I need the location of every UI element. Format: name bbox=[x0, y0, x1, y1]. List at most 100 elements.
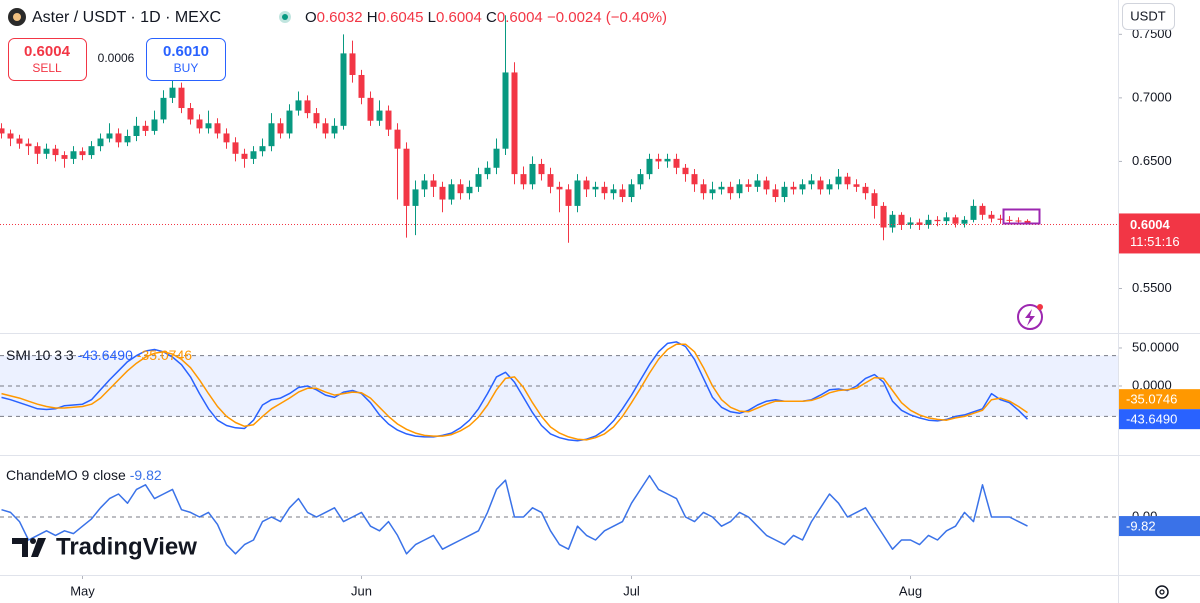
candle-body bbox=[448, 184, 455, 200]
candle-body bbox=[871, 193, 878, 206]
candle-body bbox=[691, 174, 698, 185]
candle-body bbox=[457, 184, 464, 194]
band bbox=[0, 355, 1118, 417]
candle-body bbox=[781, 186, 788, 198]
ohlc-values: O0.6032 H0.6045 L0.6004 C0.6004 −0.0024 … bbox=[305, 9, 667, 26]
candle-body bbox=[160, 97, 167, 120]
symbol-logo-inner bbox=[13, 13, 21, 21]
candle-body bbox=[322, 123, 329, 134]
x-tick-label: Jul bbox=[623, 583, 640, 598]
buy-price[interactable]: 0.6010 bbox=[163, 43, 209, 60]
alert-icon[interactable] bbox=[1017, 304, 1043, 330]
candle-body bbox=[232, 142, 239, 154]
symbol-title: Aster / USDT · 1D · MEXC bbox=[32, 9, 221, 26]
candle-body bbox=[790, 186, 797, 190]
candle-body bbox=[961, 219, 968, 224]
candle-body bbox=[718, 186, 725, 190]
sell-button[interactable] bbox=[8, 38, 87, 81]
candle-body bbox=[826, 184, 833, 190]
close-value: 0.6004 bbox=[497, 9, 543, 26]
y-tick-label: 0.7000 bbox=[1132, 89, 1172, 104]
x-tick-label: Aug bbox=[899, 583, 922, 598]
candle-body bbox=[304, 100, 311, 114]
candle-body bbox=[196, 119, 203, 129]
candle-body bbox=[529, 163, 536, 185]
candle-body bbox=[358, 74, 365, 98]
candle-body bbox=[502, 72, 509, 149]
candle-body bbox=[925, 219, 932, 225]
candle-body bbox=[250, 151, 257, 159]
smi-legend: SMI 10 3 3 -43.6490 -35.0746 bbox=[6, 347, 192, 363]
logo-mark bbox=[12, 538, 28, 557]
currency-label[interactable]: USDT bbox=[1130, 8, 1165, 23]
candle-body bbox=[655, 158, 662, 162]
candle-body bbox=[0, 128, 5, 134]
candle-body bbox=[403, 148, 410, 206]
candle-body bbox=[1006, 219, 1013, 221]
sell-label[interactable]: SELL bbox=[32, 61, 62, 75]
candle-body bbox=[277, 123, 284, 134]
candle-body bbox=[583, 180, 590, 190]
value-label: -9.82 bbox=[1126, 518, 1156, 533]
candle-body bbox=[340, 53, 347, 126]
candle-body bbox=[664, 158, 671, 162]
candle-body bbox=[916, 222, 923, 225]
candle-body bbox=[178, 87, 185, 109]
ohlc-label: L bbox=[428, 9, 436, 26]
alert-bolt bbox=[1025, 309, 1035, 326]
candle-body bbox=[421, 180, 428, 190]
candle-body bbox=[763, 180, 770, 190]
candle-body bbox=[907, 222, 914, 225]
buy-button[interactable] bbox=[146, 38, 226, 81]
value-label: -43.6490 bbox=[1126, 412, 1177, 427]
candle-body bbox=[538, 163, 545, 175]
candle-body bbox=[376, 110, 383, 121]
ohlc-label: O bbox=[305, 9, 317, 26]
candle-body bbox=[295, 100, 302, 111]
y-tick-label: 0.6500 bbox=[1132, 153, 1172, 168]
settings-icon-inner bbox=[1159, 589, 1165, 595]
candle-body bbox=[70, 151, 77, 159]
legend-value: -43.6490 bbox=[78, 347, 133, 363]
candle-body bbox=[511, 72, 518, 175]
candle-body bbox=[151, 119, 158, 131]
candle-body bbox=[1015, 220, 1022, 222]
candle-body bbox=[43, 148, 50, 154]
sell-price[interactable]: 0.6004 bbox=[24, 43, 71, 60]
candle-body bbox=[574, 180, 581, 206]
legend-value: -35.0746 bbox=[137, 347, 192, 363]
candle-body bbox=[25, 143, 32, 147]
candle-body bbox=[34, 146, 41, 154]
candle-body bbox=[79, 151, 86, 156]
low-value: 0.6004 bbox=[436, 9, 482, 26]
candle-body bbox=[862, 186, 869, 194]
candle-body bbox=[817, 180, 824, 190]
candle-body bbox=[475, 174, 482, 187]
brand-logo: TradingView bbox=[12, 533, 197, 560]
candle-body bbox=[367, 97, 374, 121]
candle-body bbox=[385, 110, 392, 130]
series-line bbox=[1, 474, 1028, 555]
open-value: 0.6032 bbox=[317, 9, 363, 26]
candle-body bbox=[808, 180, 815, 185]
candle-body bbox=[88, 146, 95, 156]
candle-body bbox=[439, 186, 446, 200]
candle-body bbox=[52, 148, 59, 156]
buy-label[interactable]: BUY bbox=[174, 61, 199, 75]
candle-body bbox=[241, 153, 248, 159]
candle-body bbox=[952, 217, 959, 224]
value-label-box bbox=[1119, 389, 1200, 410]
currency-button[interactable] bbox=[1122, 3, 1175, 30]
x-tick-label: Jun bbox=[351, 583, 372, 598]
status-dot bbox=[282, 14, 288, 20]
ohlc-label: C bbox=[486, 9, 497, 26]
candle-body bbox=[493, 148, 500, 168]
countdown-label: 11:51:16 bbox=[1130, 234, 1180, 249]
candle-body bbox=[646, 158, 653, 175]
highlight-box bbox=[1002, 208, 1041, 225]
settings-icon[interactable] bbox=[1155, 585, 1169, 599]
candle-body bbox=[736, 184, 743, 194]
logo-text: TradingView bbox=[56, 533, 197, 560]
price-label: 0.6004 bbox=[1130, 217, 1171, 232]
